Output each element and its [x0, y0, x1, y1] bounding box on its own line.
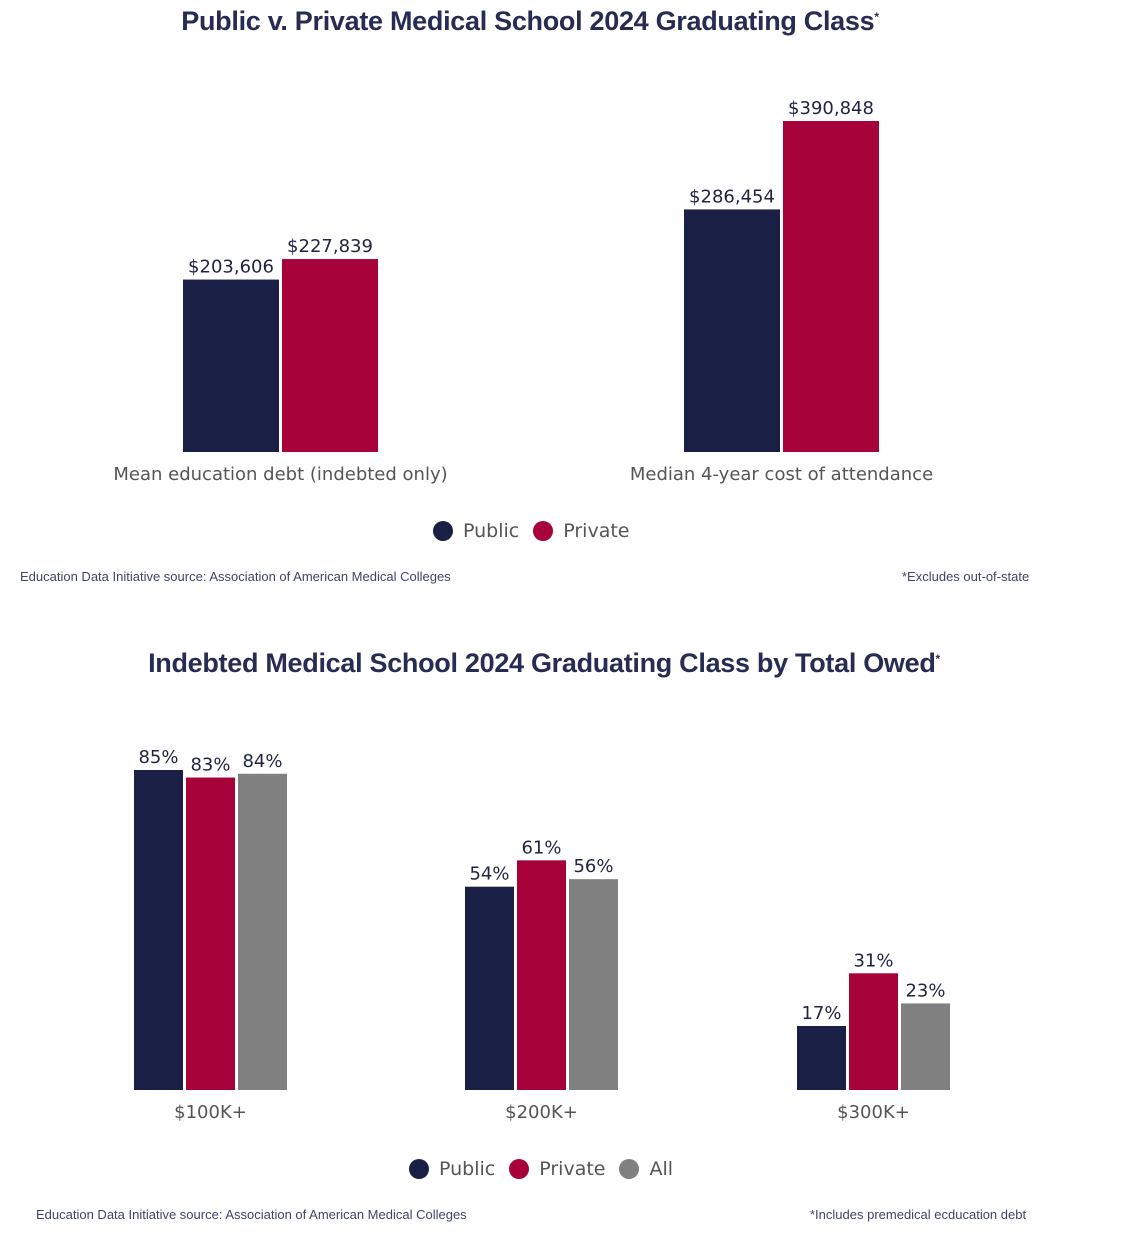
- chart2-title: Indebted Medical School 2024 Graduating …: [0, 648, 1088, 679]
- value-label-private-2: 31%: [853, 950, 893, 971]
- value-label-public-2: 17%: [801, 1003, 841, 1024]
- category-label-2: $300K+: [837, 1102, 910, 1123]
- legend-item-private[interactable]: Private: [509, 1158, 605, 1180]
- bar-public-2: [797, 1026, 846, 1090]
- bar-public-0: [183, 279, 279, 452]
- category-label-1: Median 4-year cost of attendance: [630, 464, 933, 485]
- chart1-legend: Public Private: [433, 520, 643, 542]
- legend-swatch-public: [433, 521, 453, 541]
- value-label-public-1: 54%: [469, 864, 509, 885]
- chart1-source: Education Data Initiative source: Associ…: [20, 569, 451, 584]
- legend-swatch-public: [409, 1159, 429, 1179]
- category-label-0: Mean education debt (indebted only): [113, 464, 447, 485]
- legend-swatch-all: [619, 1159, 640, 1179]
- chart2-title-text: Indebted Medical School 2024 Graduating …: [148, 648, 936, 678]
- value-label-all-2: 23%: [905, 980, 945, 1001]
- legend-item-all[interactable]: All: [619, 1158, 673, 1180]
- bar-private-0: [186, 777, 235, 1090]
- legend-item-public[interactable]: Public: [409, 1158, 495, 1180]
- category-label-0: $100K+: [174, 1102, 247, 1123]
- bar-private-0: [282, 259, 378, 452]
- legend-label-private: Private: [539, 1158, 606, 1180]
- value-label-private-1: 61%: [521, 837, 561, 858]
- bar-private-1: [517, 860, 566, 1090]
- legend-swatch-private: [533, 521, 554, 541]
- category-label-1: $200K+: [505, 1102, 578, 1123]
- chart2-footnote: *Includes premedical ecducation debt: [810, 1207, 1027, 1222]
- legend-label-all: All: [649, 1158, 674, 1180]
- legend-label-public: Public: [463, 520, 520, 542]
- value-label-private-0: $227,839: [287, 236, 373, 257]
- value-label-public-0: 85%: [138, 747, 178, 768]
- bar-all-2: [901, 1003, 950, 1090]
- value-label-private-1: $390,848: [788, 98, 874, 119]
- legend-label-private: Private: [563, 520, 630, 542]
- chart1-title-marker: *: [874, 10, 879, 24]
- value-label-all-0: 84%: [242, 751, 282, 772]
- bar-all-0: [238, 773, 287, 1090]
- chart2-legend: Public Private All: [409, 1158, 687, 1180]
- value-label-private-0: 83%: [190, 755, 230, 776]
- legend-item-private[interactable]: Private: [533, 520, 629, 542]
- chart1-title: Public v. Private Medical School 2024 Gr…: [0, 6, 1060, 37]
- bar-private-1: [783, 121, 879, 452]
- chart2-title-marker: *: [935, 652, 941, 666]
- value-label-all-1: 56%: [573, 856, 613, 877]
- chart1-footnote: *Excludes out-of-state: [902, 569, 1030, 584]
- legend-swatch-private: [509, 1159, 530, 1179]
- bar-all-1: [569, 879, 618, 1090]
- legend-label-public: Public: [439, 1158, 496, 1180]
- bar-private-2: [849, 973, 898, 1090]
- chart1-plot: $203,606 $227,839 $286,454 $390,848 Mean ed…: [113, 98, 933, 485]
- value-label-public-0: $203,606: [188, 257, 274, 278]
- bar-public-0: [134, 770, 183, 1090]
- legend-item-public[interactable]: Public: [433, 520, 519, 542]
- bar-public-1: [684, 209, 780, 452]
- chart1-title-text: Public v. Private Medical School 2024 Gr…: [181, 6, 875, 36]
- value-label-public-1: $286,454: [689, 186, 775, 207]
- bar-public-1: [465, 886, 514, 1090]
- chart2-source: Education Data Initiative source: Associ…: [36, 1207, 467, 1222]
